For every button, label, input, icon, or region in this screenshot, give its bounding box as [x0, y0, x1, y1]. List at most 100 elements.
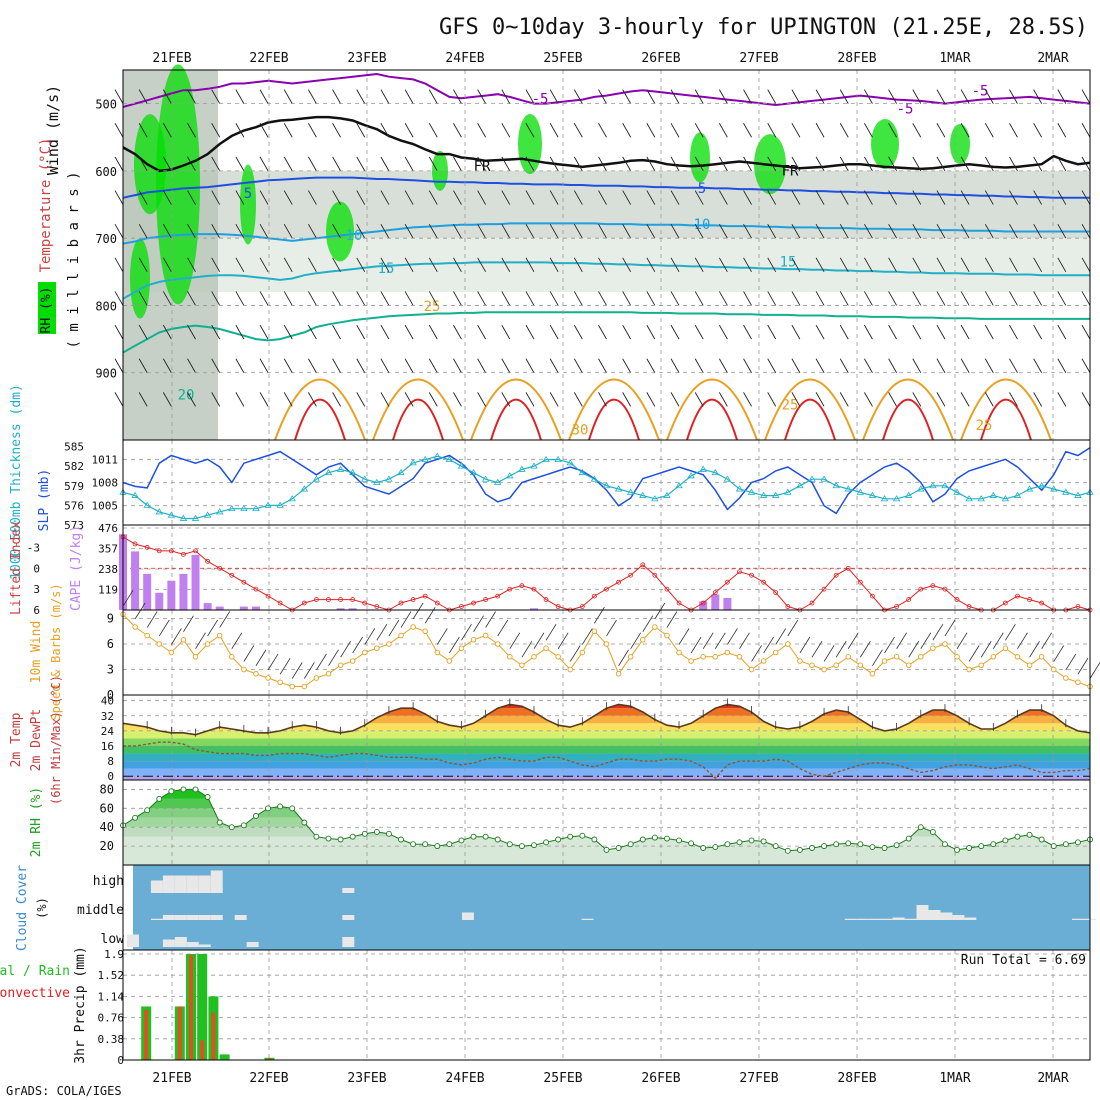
wind-barb	[328, 649, 339, 666]
wind-barb	[283, 190, 293, 205]
wind-tick-label: 6	[107, 637, 114, 651]
thickness-point	[844, 485, 852, 492]
wind-barb	[646, 392, 656, 407]
li-point	[241, 579, 247, 585]
wind-barb	[666, 611, 678, 628]
wind-barb	[501, 123, 511, 138]
li-point	[652, 572, 658, 578]
li-point	[205, 558, 211, 564]
thickness-point	[361, 475, 369, 482]
thickness-point	[953, 488, 961, 495]
wind-barb	[187, 223, 196, 239]
wind-barb	[380, 358, 390, 373]
contour-label: 15	[780, 254, 797, 270]
wind-speed-point	[1026, 662, 1033, 669]
wind-barb	[308, 89, 317, 104]
wind-barb	[1081, 324, 1091, 340]
wind-barb	[1057, 392, 1067, 407]
wind-speed-point	[700, 654, 706, 660]
wind-barb	[356, 257, 366, 273]
wind-barb	[767, 257, 777, 273]
thickness-point	[179, 514, 188, 521]
wind-barb	[739, 632, 750, 649]
wind-barb	[449, 636, 460, 654]
thickness-point	[965, 495, 973, 502]
thickness-point	[445, 455, 454, 463]
wind-barb	[815, 156, 825, 172]
wind-barb	[694, 358, 704, 373]
li-point	[906, 597, 912, 602]
wind-barb	[138, 257, 148, 273]
wind-barb	[864, 257, 873, 273]
precip-convective-bar	[267, 1058, 272, 1060]
wind-barb	[670, 156, 680, 172]
wind-barb	[340, 641, 351, 658]
cloud-middle-bar	[342, 915, 355, 920]
wind-barb	[912, 156, 922, 172]
wind-barb	[219, 611, 231, 628]
rh-point	[313, 833, 320, 840]
contour-label: 15	[378, 261, 395, 277]
wind-barb	[960, 190, 970, 205]
wind-barb	[308, 223, 317, 239]
y-label-cloud: Cloud Cover	[15, 865, 30, 951]
temp-color-band	[123, 708, 1090, 716]
li-tick-label: 6	[33, 604, 40, 617]
wind-barb	[864, 358, 873, 373]
cape-bar	[167, 580, 176, 610]
wind-barb	[888, 190, 897, 205]
wind-barb	[859, 641, 871, 658]
cloud-low-bar	[162, 939, 175, 947]
thickness-point	[711, 468, 719, 476]
rh-point	[954, 846, 960, 853]
wind-barb	[864, 324, 873, 340]
wind-barb	[428, 257, 438, 273]
y-label-temp-1: 2m Temp	[9, 712, 24, 767]
wind-barb	[815, 392, 825, 407]
wind-barb	[235, 190, 245, 205]
wind-barb	[1009, 324, 1018, 340]
wind-barb	[255, 649, 267, 666]
wind-barb	[912, 190, 922, 205]
y-label-rh: RH (%)	[39, 287, 54, 334]
wind-barb	[1057, 123, 1067, 138]
rh-point	[651, 834, 658, 841]
bottom-date-label: 1MAR	[939, 1071, 970, 1086]
thickness-point	[530, 462, 538, 469]
li-point	[1039, 600, 1045, 606]
wind-barb	[864, 190, 873, 205]
wind-barb	[259, 156, 269, 172]
li-point	[374, 604, 380, 609]
wind-barb	[138, 392, 148, 407]
wind-barb	[303, 662, 315, 679]
wind-barb	[694, 190, 704, 205]
wind-barb	[380, 190, 390, 205]
wind-barb	[235, 257, 245, 273]
isotherm-arch-30	[392, 398, 444, 441]
rh-tick-label: 40	[100, 820, 114, 834]
wind-barb	[743, 190, 752, 205]
wind-barb	[283, 392, 293, 407]
isotherm-arch-30	[490, 398, 542, 441]
rh-point	[385, 830, 392, 837]
rh-point	[978, 843, 985, 850]
wind-barb	[332, 89, 341, 104]
bottom-date-label: 26FEB	[641, 1071, 680, 1086]
wind-barb	[380, 89, 390, 104]
wind-barb	[694, 291, 704, 306]
wind-barb	[501, 257, 511, 273]
wind-barb	[283, 123, 293, 138]
wind-barb	[573, 324, 583, 340]
li-point	[144, 545, 150, 550]
cape-bar	[143, 573, 152, 610]
thickness-point	[590, 475, 599, 482]
li-point	[785, 604, 791, 609]
wind-barb	[114, 89, 124, 104]
rh-point	[591, 836, 598, 843]
cape-bar	[348, 608, 357, 610]
wind-barb	[791, 392, 801, 407]
cape-li-panel: -3 0 3 6 476 357 238 119 Lifted Index CAPE (J/kg)	[9, 521, 1093, 617]
precip-run-total: Run Total = 6.69	[961, 953, 1086, 968]
wind-barb	[380, 291, 390, 306]
